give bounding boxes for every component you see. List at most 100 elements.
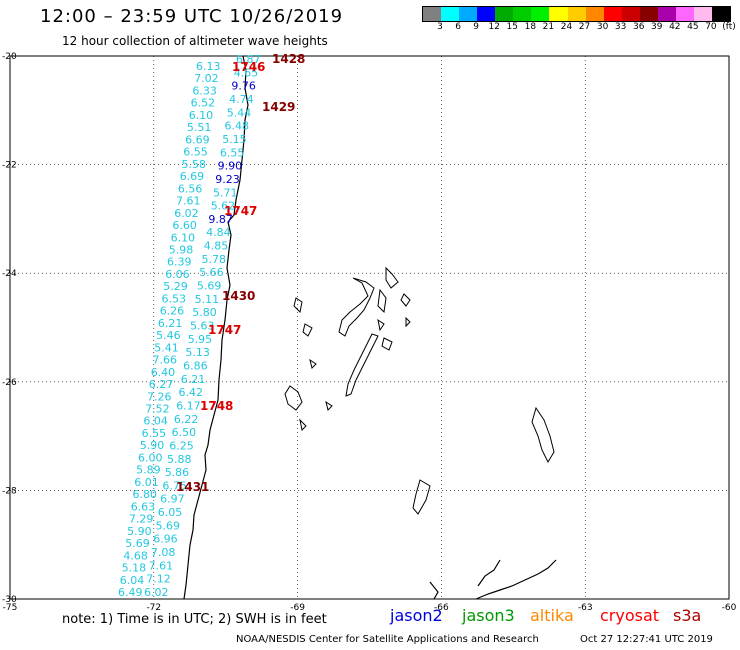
- legend-swatch: [712, 7, 731, 21]
- legend-swatch: [603, 7, 622, 21]
- wave-height-value: 6.96: [153, 533, 178, 546]
- wave-height-value: 6.17: [176, 399, 201, 412]
- wave-height-value: 6.22: [174, 413, 199, 426]
- wave-height-value: 6.06: [165, 268, 190, 281]
- wave-height-value: 6.75: [162, 479, 187, 492]
- wave-height-value: 7.08: [151, 546, 176, 559]
- latitude-label: -20: [2, 52, 17, 62]
- wave-height-value: 6.63: [131, 500, 156, 513]
- wave-height-value: 5.80: [192, 306, 217, 319]
- legend-swatch: [657, 7, 676, 21]
- wave-height-value: 5.66: [199, 266, 224, 279]
- wave-height-value: 6.53: [162, 292, 187, 305]
- wave-height-value: 5.15: [222, 133, 247, 146]
- legend-label: 3: [437, 22, 443, 32]
- color-legend-labels: 3 6 9 12 15 18 21 24 27 30 33 36 39 42 45 70 (ft): [422, 22, 740, 34]
- wave-height-value: 6.56: [178, 182, 203, 195]
- lakes: [284, 266, 555, 515]
- credit-line: NOAA/NESDIS Center for Satellite Applica…: [236, 634, 539, 645]
- wave-height-value: 7.61: [176, 195, 201, 208]
- wave-height-value: 7.66: [153, 354, 178, 367]
- time-label: 1431: [176, 480, 209, 494]
- wave-height-value: 6.97: [160, 493, 185, 506]
- legend-swatch: [675, 7, 694, 21]
- legend-label: 42: [669, 22, 681, 32]
- legend-swatch: [567, 7, 586, 21]
- map-frame: [9, 55, 730, 600]
- satellite-cryosat: cryosat: [600, 606, 660, 625]
- wave-height-value: 5.62: [211, 200, 236, 213]
- satellite-jason2: jason2: [390, 606, 443, 625]
- wave-height-value: 7.52: [145, 403, 170, 416]
- wave-height-value: 6.52: [191, 97, 216, 110]
- page-subtitle: 12 hour collection of altimeter wave hei…: [62, 34, 328, 48]
- wave-height-value: 6.55: [220, 146, 245, 159]
- axis-labels: -75 -72 -69 -66 -63 -60 -20 -22 -24 -26 -28 -30: [2, 52, 737, 613]
- legend-swatch: [441, 7, 460, 21]
- legend-label: 70: [705, 22, 717, 32]
- wave-height-value: 6.48: [225, 120, 250, 133]
- legend-swatch: [495, 7, 514, 21]
- wave-height-value: 5.69: [125, 537, 150, 550]
- wave-height-value: 7.02: [194, 72, 219, 85]
- satellite-jason3: jason3: [462, 606, 515, 625]
- legend-label: 33: [614, 22, 627, 32]
- legend-label: 36: [632, 22, 645, 32]
- color-legend: [422, 6, 731, 22]
- wave-height-value: 5.86: [165, 466, 190, 479]
- time-label: 1748: [200, 399, 233, 413]
- wave-height-value: 6.10: [189, 109, 214, 122]
- wave-height-value: 6.25: [169, 439, 194, 452]
- legend-label: 6: [455, 22, 461, 32]
- latitude-label: -24: [2, 269, 17, 279]
- legend-label: 24: [560, 22, 573, 32]
- wave-height-value: 9.90: [218, 160, 243, 173]
- graticule: [9, 55, 730, 600]
- wave-height-value: 9.23: [215, 173, 240, 186]
- wave-height-value: 6.26: [160, 305, 185, 318]
- wave-height-track: 6.137.026.336.526.105.516.696.555.586.69…: [118, 53, 261, 599]
- wave-height-value: 5.63: [190, 320, 215, 333]
- legend-swatch: [531, 7, 550, 21]
- wave-height-value: 6.02: [174, 207, 199, 220]
- longitude-label: -66: [434, 603, 449, 613]
- wave-height-value: 5.58: [182, 158, 207, 171]
- longitude-label: -75: [3, 603, 18, 613]
- wave-height-value: 7.12: [146, 573, 171, 586]
- legend-swatch: [585, 7, 604, 21]
- wave-height-value: 6.50: [172, 426, 197, 439]
- wave-height-value: 6.01: [134, 476, 159, 489]
- wave-height-value: 6.40: [151, 366, 176, 379]
- legend-label: 9: [473, 22, 480, 32]
- wave-height-value: 4.85: [204, 240, 229, 253]
- wave-height-value: 5.29: [163, 280, 188, 293]
- wave-height-value: 6.00: [138, 451, 163, 464]
- wave-height-value: 5.69: [156, 519, 181, 532]
- wave-height-value: 5.69: [197, 280, 222, 293]
- legend-label: 21: [542, 22, 555, 32]
- wave-height-value: 9.87: [208, 213, 233, 226]
- wave-height-value: 4.74: [229, 93, 254, 106]
- legend-swatch: [477, 7, 496, 21]
- wave-height-value: 4.65: [234, 66, 259, 79]
- legend-swatch: [639, 7, 658, 21]
- wave-height-value: 5.90: [140, 439, 165, 452]
- footer-note: note: 1) Time is in UTC; 2) SWH is in fe…: [62, 612, 327, 627]
- legend-label: 27: [578, 22, 591, 32]
- time-label: 1746: [232, 60, 265, 74]
- wave-height-value: 6.21: [158, 317, 183, 330]
- satellite-s3a: s3a: [673, 606, 702, 625]
- legend-label: (ft): [722, 22, 736, 32]
- wave-height-value: 5.44: [227, 106, 252, 119]
- coastline: [183, 55, 249, 600]
- wave-height-value: 6.04: [143, 415, 168, 428]
- time-label: 1429: [262, 100, 295, 114]
- wave-height-value: 4.84: [206, 226, 231, 239]
- legend-swatch: [513, 7, 532, 21]
- latitude-label: -30: [2, 595, 17, 605]
- wave-height-value: 6.04: [120, 574, 145, 587]
- wave-height-value: 5.90: [127, 525, 152, 538]
- time-labels: 1428 1746 1429 1747 1430 1747 1748 1431: [176, 52, 305, 494]
- wave-height-value: 5.95: [188, 333, 213, 346]
- legend-swatch: [459, 7, 478, 21]
